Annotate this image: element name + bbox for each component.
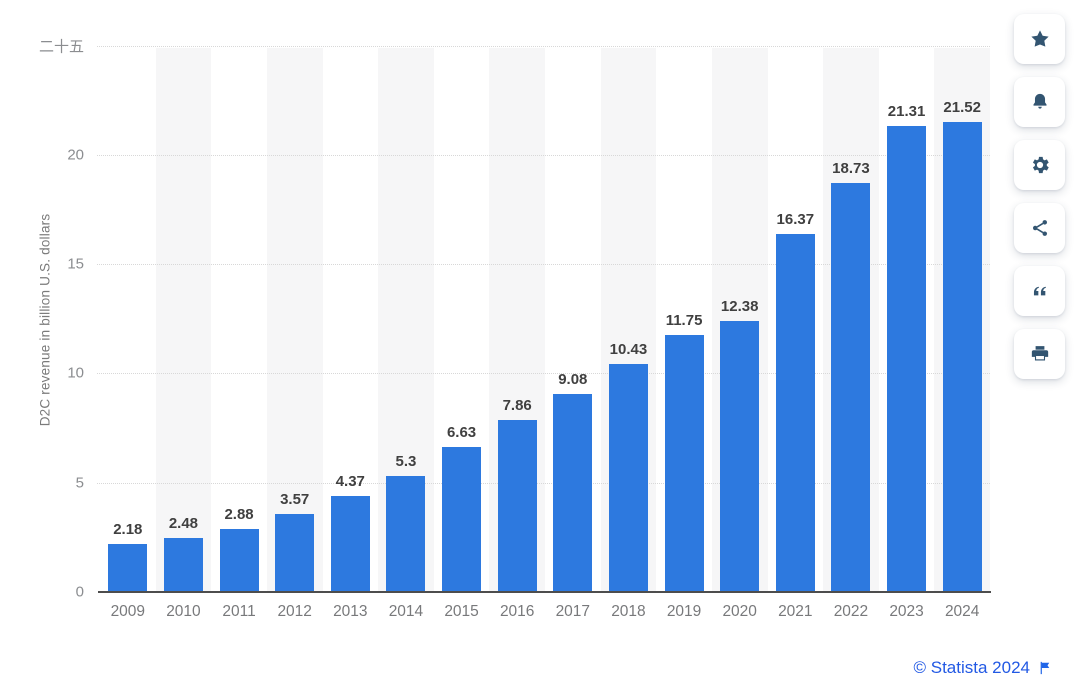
x-tick-label: 2024 (944, 603, 980, 620)
bar-2014[interactable] (386, 476, 426, 592)
x-tick-label: 2017 (555, 603, 591, 620)
toolbar-button-quote[interactable] (1014, 266, 1065, 316)
chart-toolbar (1014, 14, 1066, 392)
bar-value-label: 18.73 (832, 159, 870, 177)
star-icon (1030, 30, 1049, 47)
copyright-link[interactable]: © Statista 2024 (913, 658, 1031, 677)
gridline (97, 373, 990, 375)
x-tick-label: 2010 (166, 603, 201, 620)
printer-icon (1031, 346, 1048, 361)
x-tick-label: 2018 (611, 603, 646, 620)
bar-2009[interactable] (108, 544, 148, 592)
bar-value-label: 2.18 (113, 521, 143, 539)
bar-2015[interactable] (442, 447, 482, 592)
y-tick-label: 二十五 (38, 38, 84, 55)
toolbar-button-gear[interactable] (1014, 140, 1065, 190)
y-tick-label: 15 (67, 255, 84, 273)
statista-credit[interactable]: © Statista 2024 (914, 658, 1054, 678)
x-tick-label: 2012 (277, 603, 312, 620)
gridline (97, 154, 990, 156)
bar-value-label: 5.3 (395, 453, 417, 471)
x-tick-label: 2022 (833, 603, 869, 620)
bar-2016[interactable] (497, 420, 537, 592)
column-band (155, 48, 212, 592)
x-tick-label: 2009 (110, 603, 146, 620)
gridline (97, 45, 990, 47)
bar-2024[interactable] (942, 121, 982, 592)
bar-value-label: 2.48 (168, 514, 199, 532)
gridline (97, 264, 990, 266)
bar-value-label: 21.52 (943, 98, 981, 116)
x-tick-label: 2011 (222, 603, 256, 620)
x-tick-label: 2020 (722, 603, 757, 620)
bar-value-label: 4.37 (335, 473, 365, 491)
bar-2012[interactable] (275, 513, 315, 592)
x-axis: 2009 2010 2011 2012 2013 2014 2015 2016 2017 2018… (100, 603, 990, 627)
bar-value-label: 2.88 (224, 506, 254, 524)
x-axis-line (98, 591, 991, 593)
toolbar-button-share[interactable] (1014, 203, 1065, 253)
bar-2018[interactable] (608, 364, 648, 592)
bar-value-label: 3.57 (280, 490, 310, 508)
bar-value-label: 21.31 (887, 103, 926, 121)
plot-area: 2.18 2.48 2.88 3.57 4.37 5.3 6.63 7.86 9.08 10.43… (97, 0, 990, 592)
bar-value-label: 11.75 (665, 312, 703, 330)
share-icon (1032, 220, 1047, 236)
x-tick-label: 2013 (333, 603, 368, 620)
y-tick-label: 10 (67, 364, 84, 382)
bar-value-label: 10.43 (609, 341, 648, 359)
y-tick-label: 5 (75, 474, 84, 492)
bar-value-label: 7.86 (502, 397, 532, 415)
gridline (97, 482, 990, 484)
bar-2021[interactable] (775, 234, 815, 592)
toolbar-button-bell[interactable] (1014, 77, 1065, 127)
bar-2023[interactable] (887, 126, 927, 592)
y-tick-label: 0 (75, 583, 84, 601)
y-axis: 0 5 10 15 20 二十五 (0, 0, 84, 601)
bar-2011[interactable] (219, 529, 259, 592)
bar-2022[interactable] (831, 182, 871, 592)
bar-2017[interactable] (553, 393, 593, 592)
bar-2020[interactable] (720, 321, 760, 592)
y-tick-label: 20 (67, 146, 84, 164)
toolbar-button-printer[interactable] (1014, 329, 1065, 379)
x-tick-label: 2014 (388, 603, 424, 620)
quote-icon (1033, 286, 1046, 296)
x-tick-label: 2016 (499, 603, 535, 620)
x-tick-label: 2021 (778, 603, 813, 620)
bar-value-label: 16.37 (776, 211, 815, 229)
bar-value-label: 9.08 (558, 370, 588, 388)
bar-value-label: 12.38 (720, 298, 759, 316)
gear-icon (1032, 156, 1049, 174)
bar-2013[interactable] (330, 496, 370, 592)
bar-2010[interactable] (163, 537, 203, 592)
column-band (266, 48, 323, 592)
bell-icon (1032, 93, 1047, 109)
bar-value-label: 6.63 (446, 424, 477, 442)
toolbar-button-star[interactable] (1014, 14, 1065, 64)
bar-2019[interactable] (664, 335, 704, 592)
x-tick-label: 2019 (666, 603, 702, 620)
x-tick-label: 2015 (444, 603, 479, 620)
x-tick-label: 2023 (889, 603, 924, 620)
flag-icon[interactable] (1037, 660, 1053, 676)
